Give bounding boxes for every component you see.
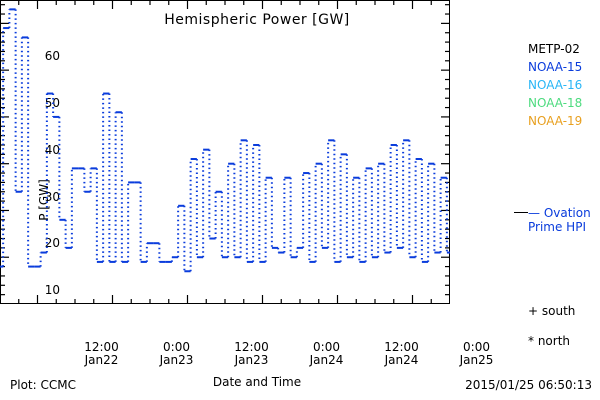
y-tick-label: 20 [44, 236, 60, 251]
symbol-legend-item: * north [528, 334, 571, 348]
x-tick-time: 0:00 [163, 340, 190, 354]
data-series-ovation-prime-hpi [0, 0, 450, 304]
footer-plot-source: Plot: CCMC [10, 378, 76, 392]
y-tick-label: 40 [44, 142, 60, 157]
x-tick-date: Jan23 [159, 353, 194, 367]
x-tick-label: 12:00 Jan23 [234, 341, 269, 367]
x-tick-label: 0:00 Jan23 [160, 341, 194, 367]
ovation-legend-line1: — Ovation [528, 206, 591, 220]
x-axis: 12:00 Jan22 0:00 Jan23 12:00 Jan23 0:00 Jan24 12… [64, 341, 514, 373]
footer-timestamp: 2015/01/25 06:50:13 [465, 378, 592, 392]
satellite-legend-item: NOAA-16 [528, 78, 583, 92]
ovation-tick-marker [514, 212, 528, 213]
x-tick-time: 12:00 [84, 340, 119, 354]
x-tick-time: 12:00 [234, 340, 269, 354]
satellite-legend-item: NOAA-18 [528, 96, 583, 110]
satellite-legend: METP-02 NOAA-15 NOAA-16 NOAA-18 NOAA-19 [528, 40, 582, 130]
x-tick-time: 12:00 [384, 340, 419, 354]
x-tick-date: Jan23 [234, 353, 269, 367]
ovation-legend: — Ovation Prime HPI [528, 206, 591, 234]
y-tick-label: 10 [44, 283, 60, 298]
satellite-legend-item: METP-02 [528, 42, 580, 56]
x-tick-label: 0:00 Jan24 [310, 341, 344, 367]
y-tick-label: 30 [44, 189, 60, 204]
y-tick-label: 60 [44, 49, 60, 64]
ovation-legend-line2: Prime HPI [528, 220, 586, 234]
x-tick-date: Jan25 [459, 353, 494, 367]
symbol-legend-item: + south [528, 304, 576, 318]
x-tick-date: Jan24 [384, 353, 419, 367]
x-tick-time: 0:00 [463, 340, 490, 354]
x-tick-label: 0:00 Jan25 [460, 341, 494, 367]
symbol-legend: + south * north [528, 296, 575, 356]
satellite-legend-item: NOAA-19 [528, 114, 583, 128]
satellite-legend-item: NOAA-15 [528, 60, 583, 74]
x-tick-label: 12:00 Jan22 [84, 341, 119, 367]
x-tick-date: Jan24 [309, 353, 344, 367]
x-tick-label: 12:00 Jan24 [384, 341, 419, 367]
x-axis-title: Date and Time [212, 375, 302, 389]
chart-title: Hemispheric Power [GW] [164, 12, 350, 28]
x-tick-date: Jan22 [84, 353, 119, 367]
plot-area [0, 0, 450, 304]
x-tick-time: 0:00 [313, 340, 340, 354]
